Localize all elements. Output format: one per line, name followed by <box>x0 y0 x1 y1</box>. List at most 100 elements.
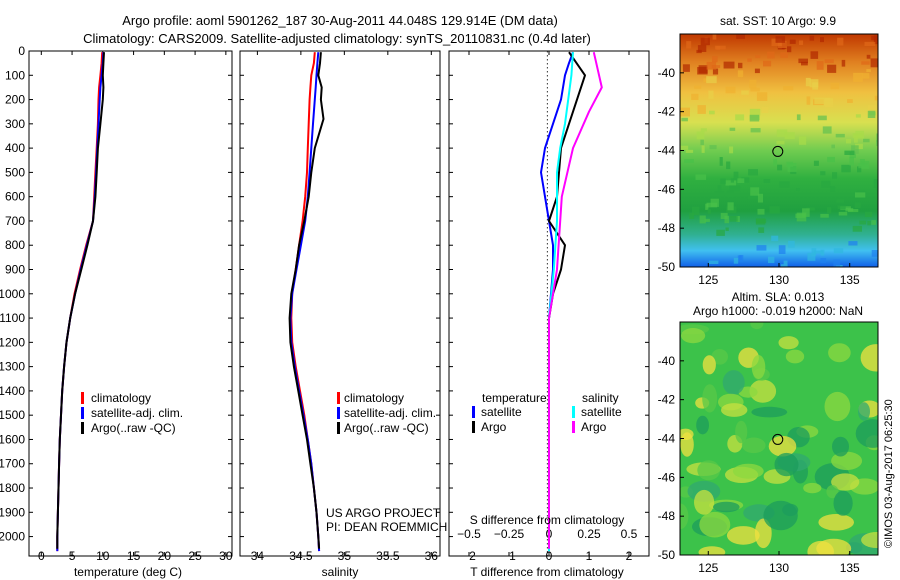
sst-cell <box>708 90 714 99</box>
sst-cell <box>864 41 876 46</box>
sst-cell <box>755 55 761 59</box>
sst-cell <box>852 225 862 232</box>
sla-blob <box>721 403 748 417</box>
temperature-panel: 0 100 200 300 400 500 600 700 800 900 1000 1100 1200… <box>0 44 649 579</box>
sla-blob <box>735 420 748 444</box>
legend-label-climatology: climatology <box>344 391 404 405</box>
longitude-tick-label: 130 <box>769 561 789 575</box>
sst-cell <box>706 202 718 208</box>
sst-cell <box>709 145 717 150</box>
s-difference-tick-label: 0.25 <box>577 527 601 541</box>
sst-cell <box>700 139 704 146</box>
legend-label-s-satellite: satellite <box>581 405 622 419</box>
temperature-tick-labels: 051015202530 <box>38 51 233 563</box>
sst-cell <box>749 79 757 89</box>
sla-blob <box>750 322 764 330</box>
latitude-tick-label: -40 <box>658 66 676 80</box>
sst-cell <box>798 136 807 145</box>
sst-cell <box>820 171 826 176</box>
sst-cell <box>822 126 832 134</box>
sla-blob <box>833 490 853 516</box>
sst-cell <box>701 145 705 153</box>
sst-cell <box>847 99 853 103</box>
sst-cell <box>820 213 829 218</box>
depth-tick-label: 1800 <box>0 481 25 495</box>
sst-cell <box>777 164 783 171</box>
sst-cell <box>841 59 846 67</box>
latitude-tick-label: -50 <box>658 548 676 562</box>
sst-cell <box>729 216 738 222</box>
legend-swatch-s-satellite <box>572 406 575 418</box>
s-difference-tick-labels: −0.5 −0.25 0 0.25 0.5 <box>457 527 638 541</box>
sla-blob <box>803 482 822 494</box>
sla-blob <box>697 460 721 481</box>
legend-swatch-s-argo <box>572 421 575 433</box>
sst-cell <box>789 39 796 44</box>
sla-blob <box>774 452 799 477</box>
sst-cell <box>866 54 871 59</box>
sst-cell <box>733 257 739 264</box>
sla-blob <box>713 501 740 513</box>
latitude-tick-label: -46 <box>658 470 676 484</box>
longitude-tick-label: 125 <box>698 273 718 287</box>
legend-label-argo: Argo(..raw -QC) <box>91 421 176 435</box>
sst-cell <box>876 187 878 192</box>
legend-swatch-climatology <box>337 392 340 404</box>
sst-cell <box>796 188 800 191</box>
sst-cell <box>707 209 711 214</box>
argo-float-marker <box>772 433 784 445</box>
legend-swatch-satellite <box>81 407 84 419</box>
project-annotation: US ARGO PROJECT <box>326 506 441 520</box>
sst-cell <box>859 159 865 166</box>
sst-cell <box>806 207 815 211</box>
sla-blob <box>860 344 878 372</box>
sst-texture <box>680 34 878 267</box>
sst-cell <box>758 227 765 233</box>
sst-cell <box>805 77 811 87</box>
sst-cell <box>787 46 792 53</box>
depth-tick-label: 2000 <box>0 530 25 544</box>
sst-cell <box>696 131 705 140</box>
sst-cell <box>859 220 867 225</box>
sst-cell <box>773 158 778 167</box>
sst-cell <box>827 207 832 214</box>
legend-label-t-argo: Argo <box>481 420 507 434</box>
depth-tick-labels: 0 100 200 300 400 500 600 700 800 900 1000 1100 1200… <box>0 44 649 544</box>
sst-cell <box>700 37 710 46</box>
sst-cell <box>863 138 870 143</box>
salinity-axes-frame <box>239 50 441 557</box>
sla-map-panel: Altim. SLA: 0.013 Argo h1000: -0.019 h20… <box>658 290 879 575</box>
depth-tick-label: 1200 <box>0 335 25 349</box>
sst-cell <box>698 65 708 74</box>
sla-heatmap <box>680 322 878 555</box>
sst-cell <box>757 208 765 215</box>
sla-latitude-ticks: -50 -48 -46 -44 -42 -40 <box>658 354 684 562</box>
sst-cell <box>835 133 845 138</box>
sst-cell <box>708 260 719 264</box>
sla-blob <box>699 511 731 538</box>
sla-blob <box>722 370 745 395</box>
sst-cell <box>737 255 742 261</box>
sst-cell <box>726 161 731 170</box>
sst-cell <box>874 95 878 101</box>
latitude-tick-label: -44 <box>658 144 676 158</box>
sst-cell <box>857 166 862 173</box>
sst-cell <box>768 256 775 263</box>
longitude-tick-label: 125 <box>698 561 718 575</box>
sst-cell <box>837 37 844 46</box>
sst-cell <box>741 90 749 95</box>
sst-cell <box>779 181 790 188</box>
sst-heatmap <box>680 34 878 267</box>
depth-tick-label: 1700 <box>0 457 25 471</box>
sst-cell <box>747 196 758 200</box>
sst-cell <box>680 145 689 150</box>
difference-series-line <box>548 51 586 549</box>
depth-tick-label: 700 <box>5 214 25 228</box>
sla-longitude-ticks: 125 130 135 <box>698 551 860 575</box>
sst-cell <box>771 235 779 242</box>
sst-cell <box>709 110 715 115</box>
sla-blob <box>754 518 772 549</box>
depth-tick-label: 600 <box>5 190 25 204</box>
